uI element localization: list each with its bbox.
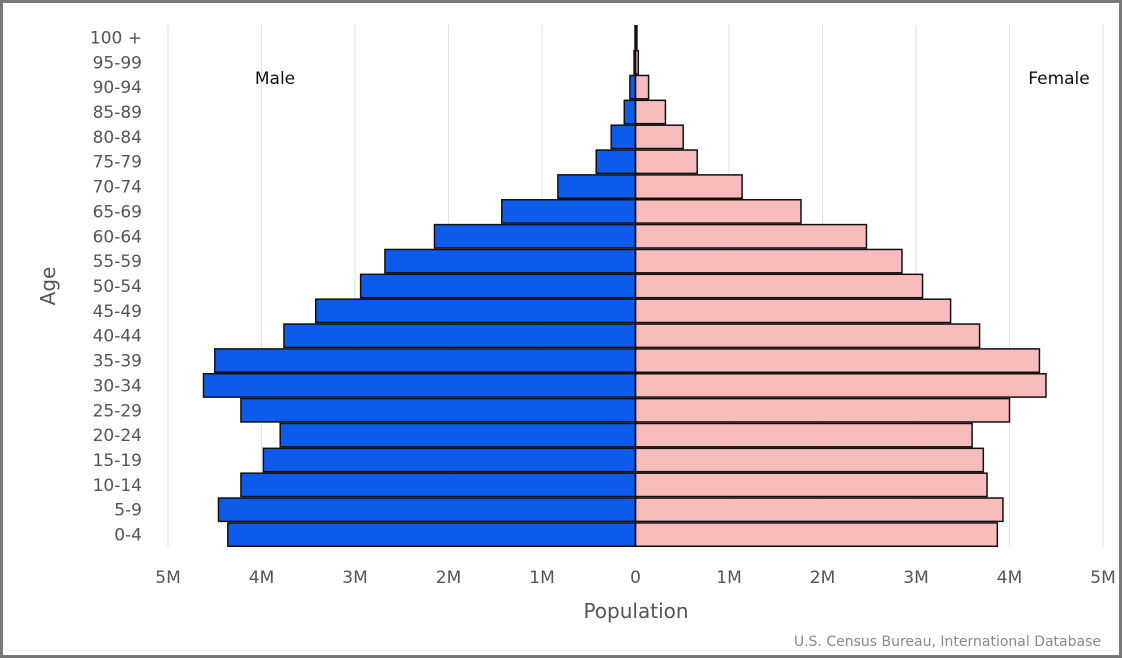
bar-female <box>634 447 985 473</box>
bar-male <box>240 472 637 498</box>
bar-male <box>262 447 637 473</box>
bar-female <box>634 397 1011 423</box>
x-axis-title: Population <box>583 599 688 623</box>
bar-male <box>384 248 637 274</box>
bar-female <box>634 273 924 299</box>
y-axis-title: Age <box>36 267 60 306</box>
y-tick-label: 45-49 <box>93 302 142 322</box>
y-tick-label: 30-34 <box>93 376 142 396</box>
bar-female <box>634 223 868 249</box>
bar-male <box>214 348 637 373</box>
bar-female <box>634 323 981 349</box>
legend-female-label: Female <box>1028 69 1089 89</box>
y-tick-label: 60-64 <box>93 227 142 247</box>
x-tick-labels: 5M 4M 3M 2M 1M 0 1M 2M 3M 4M 5M <box>155 568 1115 588</box>
x-tick-label: 3M <box>903 568 928 588</box>
y-tick-label: 50-54 <box>93 277 142 297</box>
legend-male-label: Male <box>255 69 295 89</box>
bar-male <box>610 124 637 150</box>
bar-male <box>240 397 637 423</box>
bar-male <box>501 199 637 224</box>
bar-female <box>634 472 988 498</box>
bar-female <box>634 174 743 199</box>
y-tick-label: 85-89 <box>93 103 142 123</box>
bar-female <box>634 522 999 548</box>
bar-female <box>634 199 802 224</box>
x-tick-label: 4M <box>249 568 274 588</box>
bar-male <box>283 323 637 349</box>
bar-male <box>557 174 637 199</box>
y-tick-label: 10-14 <box>93 476 142 496</box>
x-tick-label: 5M <box>1090 568 1115 588</box>
y-tick-label: 80-84 <box>93 128 142 148</box>
x-tick-label: 0 <box>630 568 641 588</box>
x-tick-label: 1M <box>716 568 741 588</box>
y-tick-label: 70-74 <box>93 178 142 198</box>
x-tick-label: 1M <box>529 568 554 588</box>
bar-male <box>595 149 637 175</box>
x-tick-label: 4M <box>997 568 1022 588</box>
bar-female <box>634 99 667 125</box>
y-tick-label: 90-94 <box>93 78 142 98</box>
bar-male <box>623 99 637 125</box>
bar-female <box>634 124 684 150</box>
y-tick-label: 100 + <box>90 28 142 48</box>
y-tick-label: 95-99 <box>93 53 142 73</box>
y-tick-label: 5-9 <box>114 501 142 521</box>
bar-female <box>634 298 952 324</box>
bar-female <box>634 248 903 274</box>
bar-male <box>202 373 637 398</box>
bar-female <box>634 422 973 448</box>
y-tick-label: 35-39 <box>93 352 142 372</box>
bar-female <box>634 373 1047 398</box>
bar-male <box>629 74 637 100</box>
y-tick-label: 25-29 <box>93 401 142 421</box>
bar-female <box>634 74 650 100</box>
x-tick-label: 2M <box>436 568 461 588</box>
bar-female <box>634 149 698 175</box>
y-tick-label: 75-79 <box>93 153 142 173</box>
bar-female <box>634 348 1041 373</box>
y-tick-label: 65-69 <box>93 202 142 222</box>
bar-male <box>279 422 637 448</box>
y-tick-labels: 100 + 95-99 90-94 85-89 80-84 75-79 70-74 65-69… <box>90 28 142 545</box>
bar-male <box>359 273 637 299</box>
bar-male <box>314 298 637 324</box>
y-tick-label: 40-44 <box>93 327 142 347</box>
source-credit: U.S. Census Bureau, International Databa… <box>794 634 1101 650</box>
bar-male <box>217 497 637 523</box>
bar-female <box>634 497 1004 523</box>
x-tick-label: 5M <box>155 568 180 588</box>
bars-group <box>202 25 1047 548</box>
y-tick-label: 0-4 <box>114 526 142 546</box>
y-tick-label: 15-19 <box>93 451 142 471</box>
y-tick-label: 55-59 <box>93 252 142 272</box>
x-tick-label: 3M <box>342 568 367 588</box>
bar-male <box>433 223 637 249</box>
x-tick-label: 2M <box>810 568 835 588</box>
population-pyramid-chart: 100 + 95-99 90-94 85-89 80-84 75-79 70-74 65-69… <box>36 25 1116 650</box>
bar-male <box>227 522 637 548</box>
y-tick-label: 20-24 <box>93 426 142 446</box>
